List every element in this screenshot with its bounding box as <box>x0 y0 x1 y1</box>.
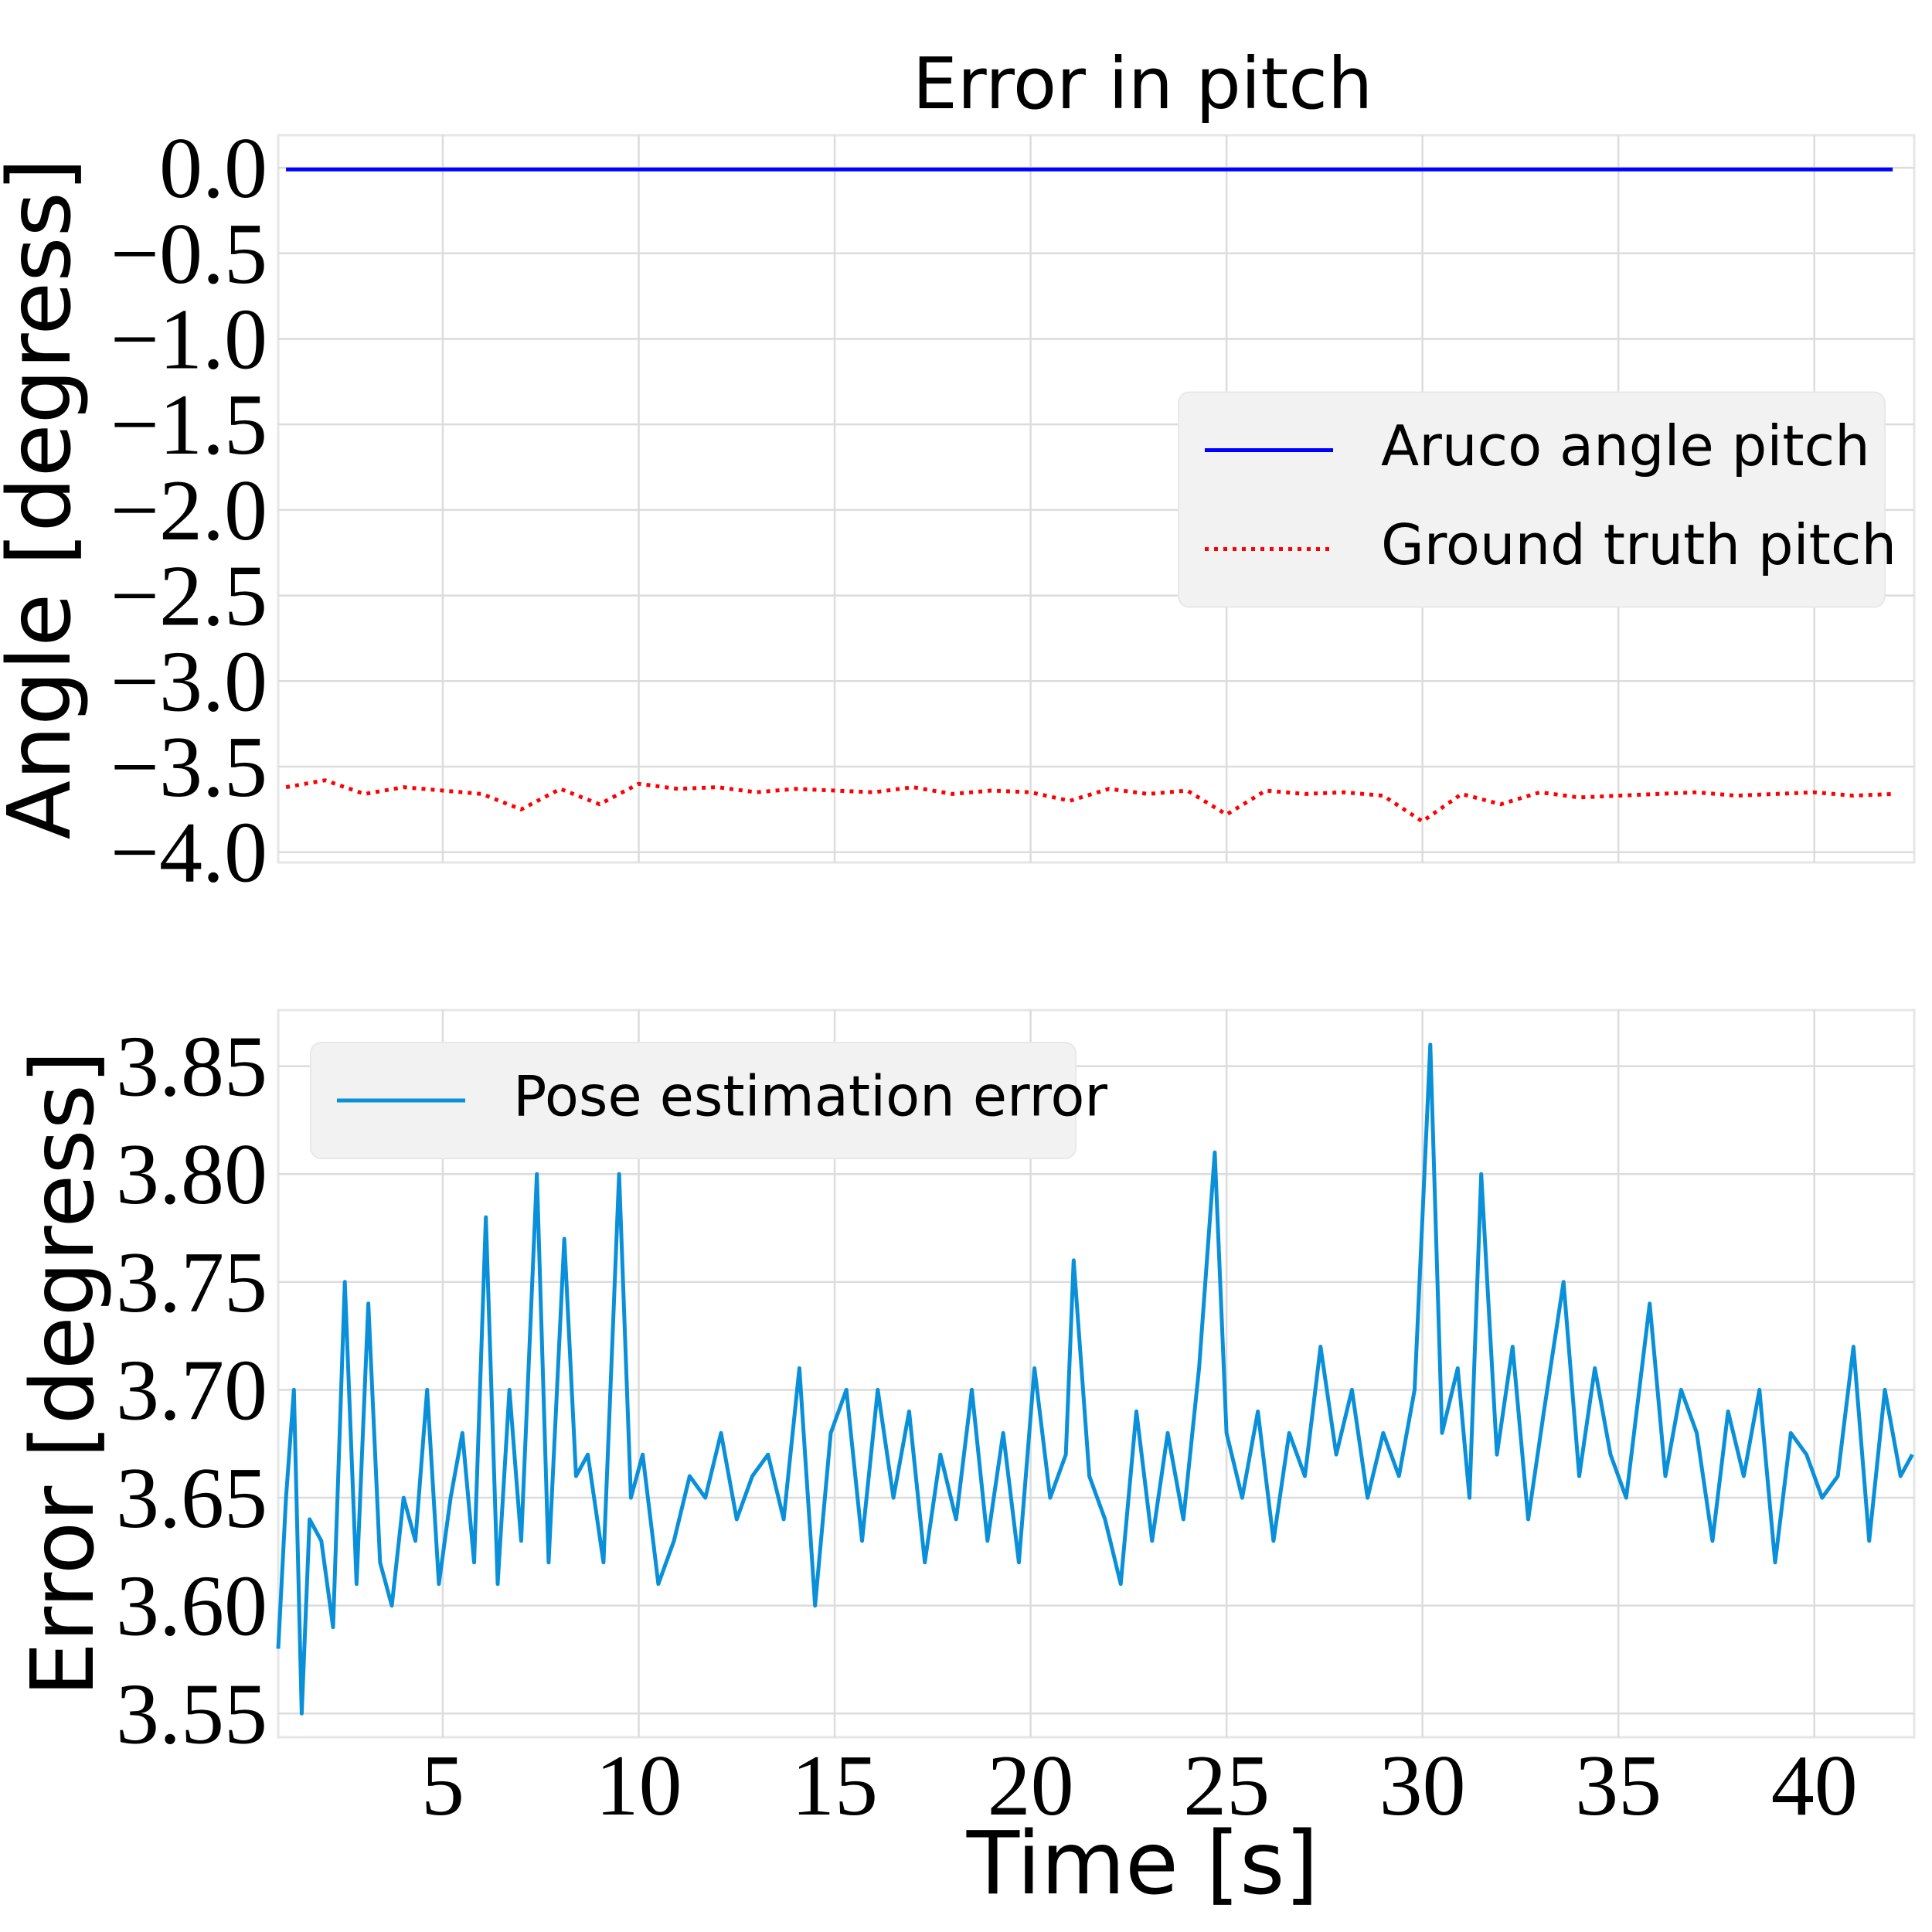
x-tick-label: 35 <box>1575 1738 1662 1834</box>
legend-label: Ground truth pitch <box>1381 512 1896 577</box>
y-tick-label: 3.55 <box>116 1666 267 1762</box>
x-tick-label: 25 <box>1183 1738 1270 1834</box>
y-tick-label: 3.80 <box>116 1127 267 1223</box>
x-tick-label: 30 <box>1379 1738 1466 1834</box>
y-tick-label: −0.5 <box>111 206 267 302</box>
y-tick-label: 3.60 <box>116 1559 267 1655</box>
series-line <box>276 1043 1914 1716</box>
x-tick-label: 5 <box>421 1738 464 1834</box>
y-tick-label: −2.5 <box>111 549 267 645</box>
legend-box <box>310 1042 1077 1159</box>
x-tick-label: 15 <box>791 1738 878 1834</box>
y-axis-label: Error [degress] <box>13 1050 114 1696</box>
y-tick-label: 3.70 <box>116 1342 267 1438</box>
y-tick-label: 3.85 <box>116 1019 267 1115</box>
chart-title: Error in pitch <box>913 43 1373 125</box>
y-tick-label: 3.65 <box>116 1451 267 1546</box>
x-tick-label: 40 <box>1771 1738 1858 1834</box>
y-tick-label: 3.75 <box>116 1235 267 1331</box>
y-tick-label: −1.5 <box>111 377 267 473</box>
legend-label: Pose estimation error <box>513 1064 1107 1129</box>
y-tick-label: 0.0 <box>159 121 267 216</box>
x-tick-label: 20 <box>988 1738 1074 1834</box>
legend-box <box>1178 391 1886 608</box>
y-tick-label: −3.0 <box>111 634 267 730</box>
y-tick-label: −3.5 <box>111 719 267 815</box>
y-tick-label: −2.0 <box>111 463 267 559</box>
x-axis-label: Time [s] <box>966 1814 1318 1914</box>
x-tick-label: 10 <box>596 1738 682 1834</box>
y-tick-label: −1.0 <box>111 291 267 387</box>
series-line <box>285 778 1893 824</box>
legend-label: Aruco angle pitch <box>1381 413 1870 478</box>
y-axis-label: Angle [degress] <box>0 158 90 840</box>
y-tick-label: −4.0 <box>111 805 267 901</box>
